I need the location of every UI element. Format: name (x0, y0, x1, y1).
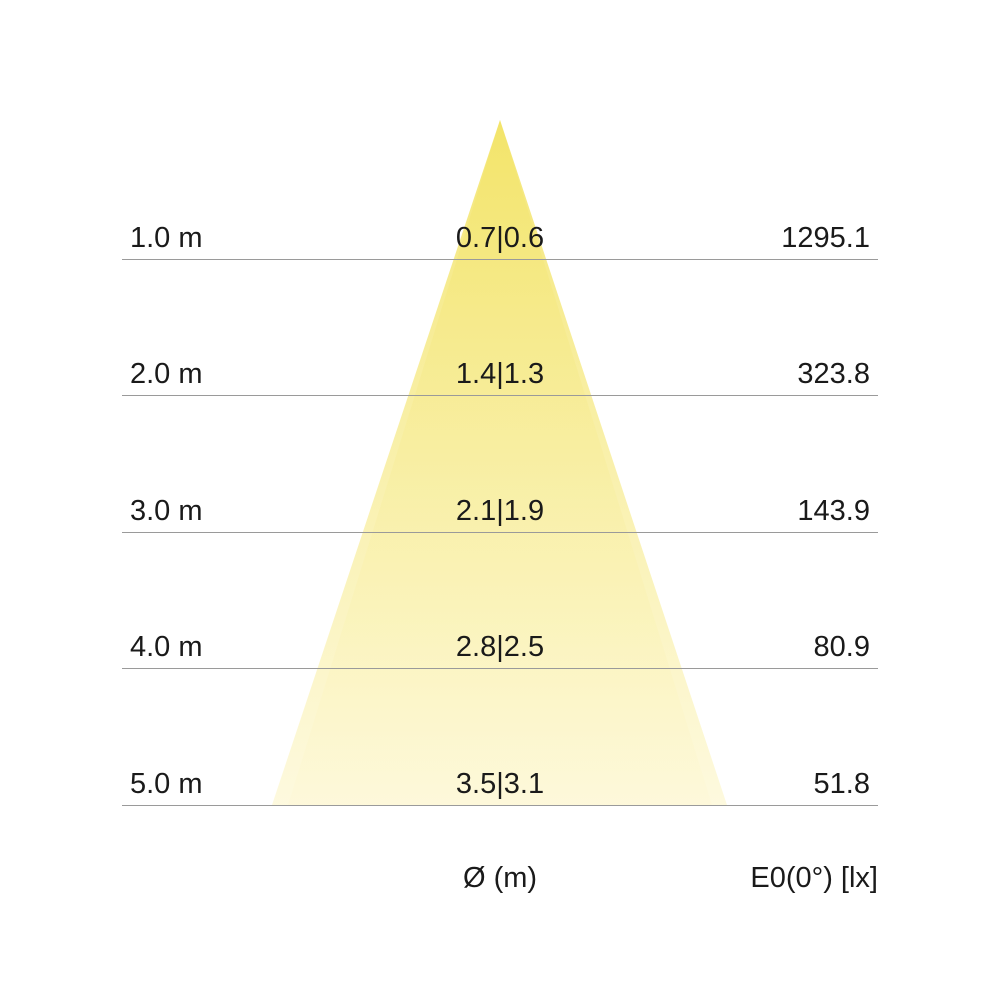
row-1m: 1.0 m 0.7|0.6 1295.1 (122, 220, 878, 260)
diameter-value: 3.5|3.1 (455, 768, 545, 800)
row-2m: 2.0 m 1.4|1.3 323.8 (122, 356, 878, 396)
diameter-column-label: Ø (m) (462, 862, 538, 894)
illuminance-value: 80.9 (813, 631, 870, 663)
divider-line (122, 258, 878, 260)
illuminance-value: 323.8 (797, 358, 870, 390)
inner-beam (288, 120, 712, 805)
distance-label: 4.0 m (130, 631, 203, 663)
diameter-value: 2.8|2.5 (455, 631, 545, 663)
distance-label: 1.0 m (130, 222, 203, 254)
divider-line (122, 531, 878, 533)
row-4m: 4.0 m 2.8|2.5 80.9 (122, 629, 878, 669)
row-5m: 5.0 m 3.5|3.1 51.8 (122, 766, 878, 806)
diameter-value: 2.1|1.9 (455, 495, 545, 527)
distance-label: 3.0 m (130, 495, 203, 527)
divider-line (122, 804, 878, 806)
illuminance-value: 51.8 (813, 768, 870, 800)
illuminance-column-label: E0(0°) [lx] (750, 862, 878, 894)
illuminance-value: 1295.1 (781, 222, 870, 254)
diameter-value: 1.4|1.3 (455, 358, 545, 390)
divider-line (122, 667, 878, 669)
divider-line (122, 394, 878, 396)
row-3m: 3.0 m 2.1|1.9 143.9 (122, 493, 878, 533)
distance-label: 2.0 m (130, 358, 203, 390)
diameter-value: 0.7|0.6 (455, 222, 545, 254)
illuminance-value: 143.9 (797, 495, 870, 527)
distance-label: 5.0 m (130, 768, 203, 800)
